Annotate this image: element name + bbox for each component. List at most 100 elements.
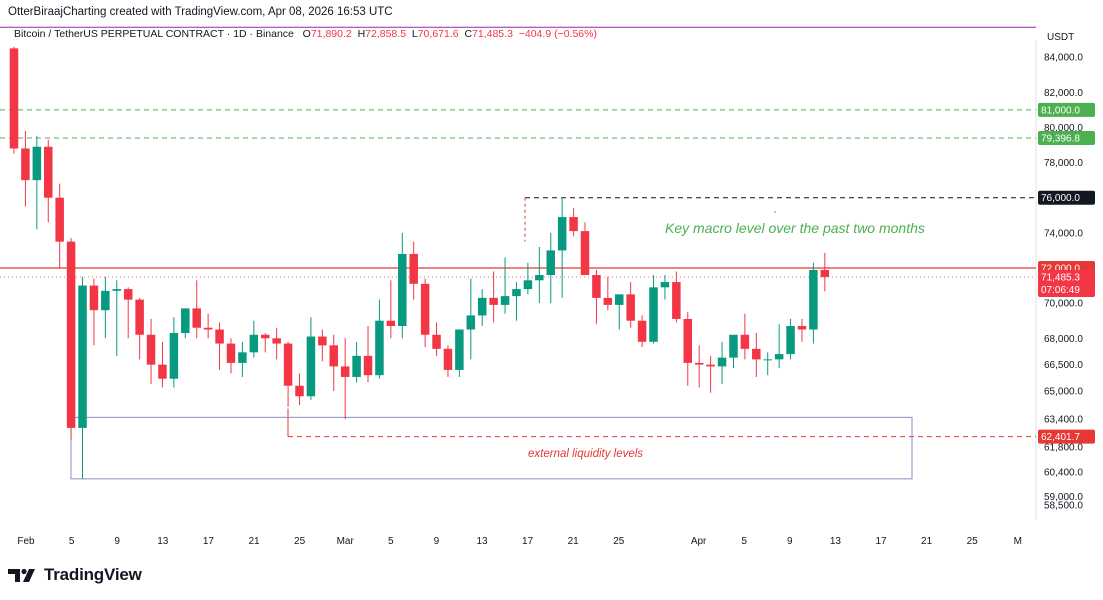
symbol-ohlc-bar: Bitcoin / TetherUS PERPETUAL CONTRACT · … [14, 28, 597, 40]
candle-body [569, 217, 578, 232]
macro-level-annotation: Key macro level over the past two months [665, 220, 925, 236]
candle-body [489, 297, 498, 305]
candle-body [203, 327, 213, 330]
candle-body [706, 364, 715, 367]
x-tick-label: 13 [830, 536, 842, 547]
x-tick-label: 5 [741, 536, 747, 547]
candle-body [89, 285, 99, 311]
x-tick-label: Apr [691, 536, 707, 547]
level-label: 81,000.0 [1041, 105, 1080, 116]
candle-body [660, 282, 670, 288]
tradingview-logo-icon [8, 568, 35, 582]
candle-body [717, 357, 727, 367]
level-label-bg [1038, 102, 1095, 117]
candle-body [409, 253, 418, 284]
x-tick-label: Feb [17, 536, 35, 547]
level-label-bg [1038, 190, 1095, 205]
candle-body [32, 146, 42, 181]
y-tick-label: 61,800.0 [1044, 443, 1083, 454]
candle-body [420, 283, 430, 335]
candle-body [21, 148, 30, 181]
x-tick-label: 21 [921, 536, 933, 547]
x-tick-label: 21 [248, 536, 260, 547]
candle-body [329, 345, 339, 367]
y-tick-label: 63,400.0 [1044, 415, 1083, 426]
candle-body [637, 320, 647, 342]
high-value: 72,858.5 [365, 28, 407, 40]
candle-body [215, 329, 224, 344]
x-tick-label: 25 [294, 536, 306, 547]
candle-body [649, 287, 658, 342]
x-tick-label: Mar [337, 536, 355, 547]
x-tick-label: 25 [967, 536, 979, 547]
candle-body [809, 269, 818, 330]
candle-body [797, 325, 807, 330]
candle-body [375, 320, 384, 376]
candle-body [820, 269, 830, 278]
candle-body [249, 334, 259, 353]
candle-body [101, 290, 110, 311]
close-value: 71,485.3 [472, 28, 513, 40]
candle-body [363, 355, 373, 376]
x-tick-label: 17 [875, 536, 887, 547]
x-tick-label: 9 [787, 536, 793, 547]
y-tick-label: 66,500.0 [1044, 360, 1083, 371]
candle-body [603, 297, 613, 305]
liquidity-annotation: external liquidity levels [528, 448, 643, 460]
candle-body [306, 336, 316, 397]
candle-body [66, 241, 76, 428]
low-value: 70,671.6 [417, 28, 459, 40]
candle-body [146, 334, 156, 365]
current-price-label-bg [1038, 270, 1095, 298]
x-tick-label: 13 [476, 536, 488, 547]
y-tick-label: 82,000.0 [1044, 88, 1083, 99]
candle-body [272, 338, 281, 344]
candle-body [181, 308, 190, 334]
y-tick-label: 68,000.0 [1044, 334, 1083, 345]
y-tick-label: 80,000.0 [1044, 123, 1083, 134]
level-label-bg [1038, 429, 1095, 444]
candle-body [729, 334, 738, 358]
candle-body [78, 285, 87, 428]
candle-body [763, 359, 772, 361]
level-label: 76,000.0 [1041, 193, 1080, 204]
candle-body [432, 334, 441, 349]
candle-body [135, 299, 144, 335]
level-label: 62,401.7 [1041, 432, 1080, 443]
low-label: L [411, 28, 418, 40]
candle-body [340, 366, 350, 377]
x-tick-label: M [1014, 536, 1022, 547]
candle-body [672, 282, 681, 319]
candle-body [44, 146, 53, 198]
x-tick-label: 21 [568, 536, 580, 547]
candle-body [546, 250, 555, 276]
candle-body [352, 355, 361, 377]
open-value: 71,890.2 [310, 28, 352, 40]
current-price-label: 71,485.3 [1041, 273, 1080, 284]
candle-body [158, 364, 167, 379]
y-tick-label: 74,000.0 [1044, 228, 1083, 239]
candle-body [512, 289, 521, 297]
candle-body [466, 315, 476, 330]
y-tick-label: 65,000.0 [1044, 387, 1083, 398]
level-label: 79,396.8 [1041, 134, 1080, 145]
close-label: C [464, 28, 473, 40]
y-tick-label: 70,000.0 [1044, 299, 1083, 310]
candle-body [626, 294, 635, 321]
candle-body [192, 308, 201, 328]
candle-body [455, 329, 464, 370]
y-tick-label: 78,000.0 [1044, 158, 1083, 169]
x-tick-label: 17 [522, 536, 534, 547]
candle-body [535, 275, 544, 281]
bar-countdown: 07:06:49 [1041, 285, 1080, 296]
candle-body [752, 348, 761, 360]
x-tick-label: 17 [203, 536, 215, 547]
candle-body [226, 343, 236, 363]
annotation-dot [774, 211, 776, 213]
candle-body [55, 197, 64, 242]
candle-body [112, 289, 122, 291]
x-tick-label: 25 [613, 536, 625, 547]
level-label-bg [1038, 131, 1095, 146]
y-tick-label: 58,500.0 [1044, 501, 1083, 512]
